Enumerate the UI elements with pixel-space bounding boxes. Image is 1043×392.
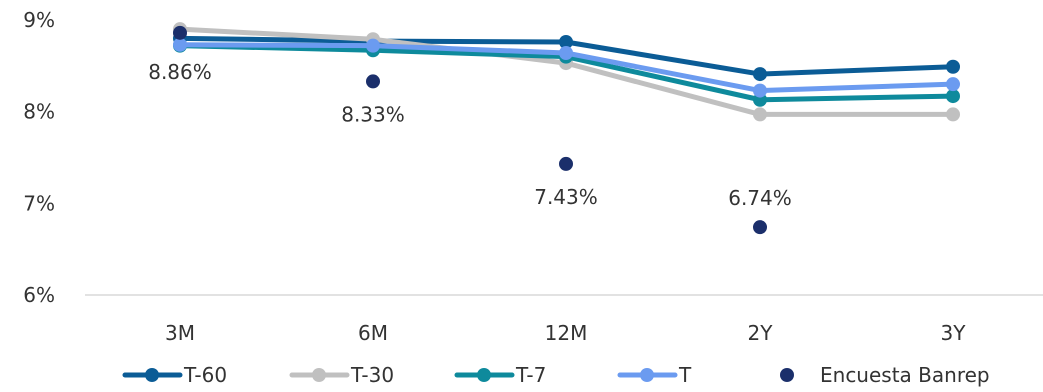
series-layer (173, 22, 960, 122)
legend: T-60 T-30 T-7 T Encuesta Banrep (122, 363, 990, 387)
legend-item-survey: Encuesta Banrep (780, 363, 990, 387)
legend-marker (780, 368, 794, 382)
legend-label: Encuesta Banrep (820, 363, 990, 387)
legend-item-t: T (617, 363, 692, 387)
survey-layer: 8.86% 8.33% 7.43% 6.74% (148, 25, 792, 235)
survey-point (173, 25, 187, 40)
axes: 6% 7% 8% 9% 3M 6M 12M 2Y 3Y (23, 8, 1043, 345)
legend-item-t-30: T-30 (289, 363, 394, 387)
series-point (753, 107, 767, 122)
series-point (559, 46, 573, 60)
survey-data-label: 7.43% (534, 185, 598, 209)
survey-data-label: 8.33% (341, 102, 405, 126)
series-point (946, 89, 960, 104)
legend-item-t-7: T-7 (454, 363, 546, 387)
series-point (946, 59, 960, 74)
survey-point (366, 74, 380, 89)
series-point (366, 38, 380, 53)
legend-marker (640, 368, 654, 382)
series-point (559, 35, 573, 49)
series-point (173, 37, 187, 52)
survey-point (559, 156, 573, 171)
legend-label: T (678, 363, 692, 387)
survey-point (753, 220, 767, 235)
series-point (946, 107, 960, 122)
x-tick-label: 2Y (748, 321, 774, 345)
x-tick-label: 3M (165, 321, 195, 345)
x-tick-label: 12M (545, 321, 588, 345)
y-tick-label: 6% (23, 283, 55, 307)
legend-label: T-30 (350, 363, 394, 387)
y-tick-label: 9% (23, 8, 55, 32)
x-tick-label: 3Y (941, 321, 967, 345)
series-t (173, 37, 960, 98)
legend-item-t-60: T-60 (122, 363, 227, 387)
x-tick-label: 6M (358, 321, 388, 345)
series-point (753, 83, 767, 98)
series-point (946, 77, 960, 92)
series-point (753, 67, 767, 82)
legend-label: T-60 (183, 363, 227, 387)
survey-data-label: 6.74% (728, 186, 792, 210)
y-tick-label: 7% (23, 191, 55, 215)
survey-data-label: 8.86% (148, 60, 212, 84)
legend-marker (477, 368, 491, 382)
y-tick-label: 8% (23, 100, 55, 124)
legend-marker (312, 368, 326, 382)
legend-marker (145, 368, 159, 382)
legend-label: T-7 (515, 363, 546, 387)
